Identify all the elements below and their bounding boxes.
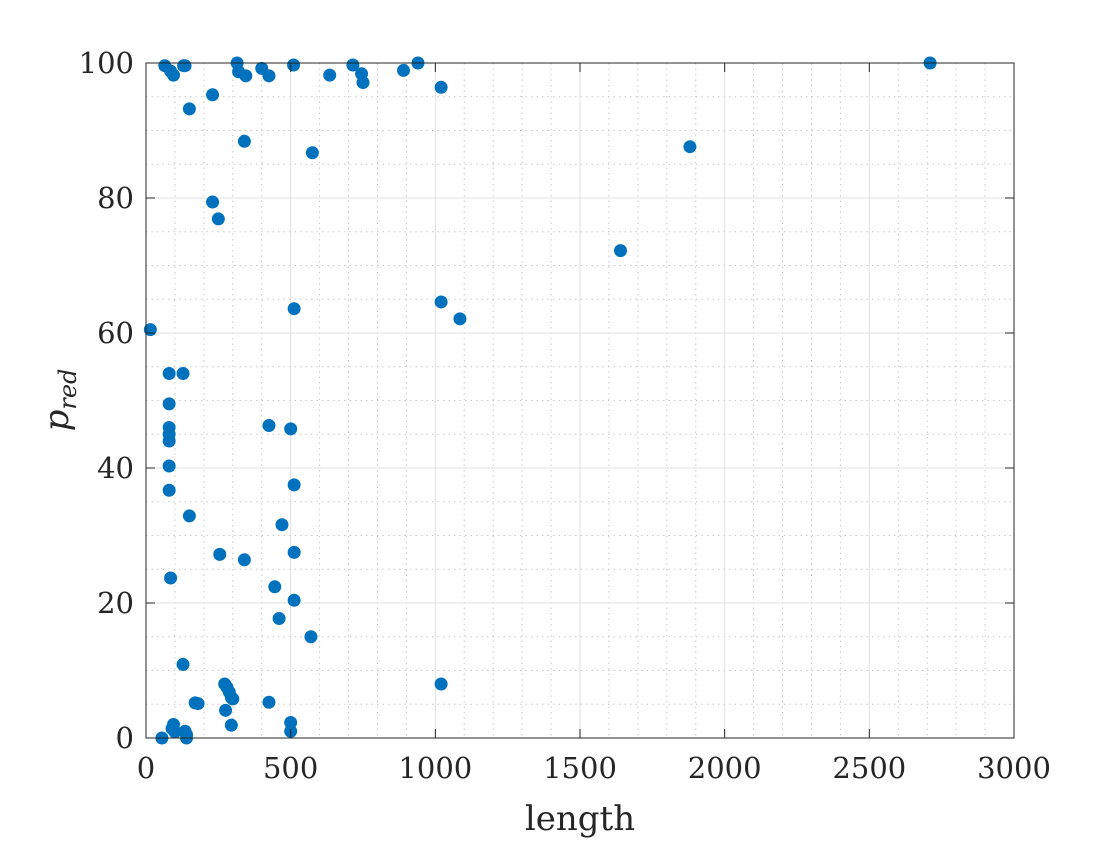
data-point: [434, 80, 448, 94]
data-point: [268, 580, 282, 594]
x-tick-label: 2000: [688, 751, 762, 785]
y-tick-label: 80: [97, 181, 134, 215]
labels-layer: length pred: [37, 369, 635, 839]
data-point: [162, 459, 176, 473]
y-tick-label: 40: [97, 451, 134, 485]
data-point: [287, 478, 301, 492]
data-point: [287, 593, 301, 607]
x-tick-label: 0: [137, 751, 155, 785]
data-point: [239, 69, 253, 83]
grid-layer: [145, 62, 1015, 739]
data-point: [262, 69, 276, 83]
data-point: [224, 718, 238, 732]
y-axis-label-subscript: red: [54, 369, 82, 410]
data-point: [434, 295, 448, 309]
data-point: [262, 418, 276, 432]
data-point: [683, 140, 697, 154]
data-point: [182, 509, 196, 523]
y-axis-label: pred: [37, 369, 82, 432]
data-point: [287, 545, 301, 559]
y-axis-label-base: p: [37, 410, 77, 432]
x-tick-label: 1500: [543, 751, 617, 785]
data-point: [614, 244, 628, 258]
data-point: [166, 68, 180, 82]
data-point: [211, 212, 225, 226]
data-point: [237, 553, 251, 567]
x-axis-label: length: [525, 799, 635, 839]
x-tick-label: 1000: [398, 751, 472, 785]
data-point: [182, 102, 196, 116]
data-point: [434, 677, 448, 691]
y-tick-label: 60: [97, 316, 134, 350]
data-point: [213, 547, 227, 561]
data-point: [397, 63, 411, 77]
data-point: [346, 58, 360, 72]
data-point: [226, 692, 240, 706]
data-point: [162, 483, 176, 497]
data-point: [284, 422, 298, 436]
axes-layer: 0 500 1000 1500 2000 2500 3000 0 20 40 60 80 100: [79, 46, 1051, 785]
data-point: [304, 630, 318, 644]
x-tick-label: 3000: [977, 751, 1051, 785]
data-point: [178, 59, 192, 73]
y-tick-label: 20: [97, 586, 134, 620]
data-point: [162, 367, 176, 380]
y-tick-label: 100: [79, 46, 134, 80]
data-point: [191, 697, 205, 711]
data-point: [162, 434, 176, 448]
x-tick-label: 500: [263, 751, 318, 785]
data-point: [206, 88, 220, 102]
data-point: [287, 302, 301, 316]
data-point: [272, 612, 286, 626]
data-point: [275, 518, 289, 532]
data-point: [356, 76, 370, 90]
data-point: [262, 695, 276, 709]
y-tick-label: 0: [116, 721, 134, 755]
data-point: [168, 725, 182, 739]
data-point: [453, 312, 467, 326]
data-point: [164, 571, 178, 585]
x-tick-label: 2500: [832, 751, 906, 785]
data-point: [206, 195, 220, 209]
data-point: [219, 703, 233, 717]
data-point: [237, 134, 251, 148]
data-point: [176, 367, 190, 380]
data-point: [162, 397, 176, 411]
data-point: [323, 68, 337, 82]
data-point: [287, 58, 301, 72]
data-point: [176, 657, 190, 671]
data-point: [305, 146, 319, 160]
